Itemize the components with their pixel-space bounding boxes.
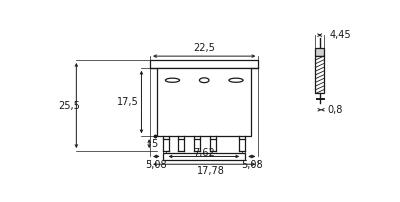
Text: 25,5: 25,5 [58,101,80,110]
Bar [157,68,252,136]
Circle shape [200,78,209,83]
Ellipse shape [229,78,243,82]
Bar [162,153,245,160]
Text: 17,78: 17,78 [196,166,224,176]
Text: 7,62: 7,62 [193,148,215,158]
Bar [315,56,324,94]
Bar [150,60,258,68]
Text: 4,45: 4,45 [330,30,351,40]
Text: 17,5: 17,5 [117,97,139,107]
Text: 5,08: 5,08 [241,160,263,170]
Text: 5: 5 [151,139,157,149]
Bar [315,48,324,56]
Text: 0,8: 0,8 [327,105,342,115]
Text: 22,5: 22,5 [193,43,215,53]
Text: 5,08: 5,08 [146,160,167,170]
Ellipse shape [165,78,180,82]
